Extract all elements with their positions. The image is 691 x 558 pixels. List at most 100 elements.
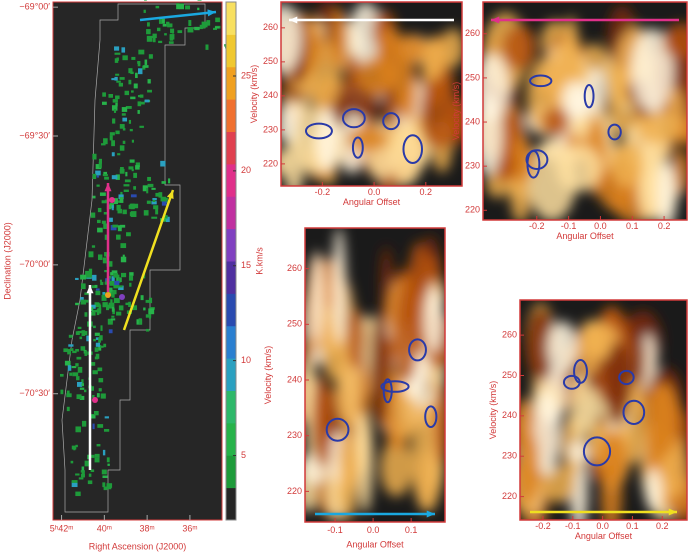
emission (155, 5, 160, 9)
emission (113, 280, 120, 286)
colorbar-step (226, 390, 236, 424)
emission (84, 350, 88, 356)
emission (60, 373, 64, 377)
emission (107, 217, 113, 222)
emission (148, 308, 155, 315)
colorbar-step (226, 131, 236, 165)
emission (71, 481, 78, 488)
emission (94, 457, 100, 463)
emission (80, 299, 87, 305)
emission (107, 287, 113, 292)
emission (117, 153, 121, 156)
emission-blob (338, 427, 358, 521)
emission (96, 393, 100, 398)
emission (144, 0, 147, 1)
emission (99, 192, 106, 196)
contour (382, 112, 400, 131)
emission-blob (441, 28, 462, 68)
pv-panel: -0.2 -0.1 0.0 0.1 0.2 220 230 240 250 260 Angular … (451, 1, 688, 241)
emission-blob (420, 77, 459, 150)
emission (118, 285, 124, 291)
emission (96, 444, 101, 447)
emission (111, 289, 117, 295)
emission-blob (631, 28, 674, 112)
pv-emission (483, 5, 687, 220)
emission (84, 331, 88, 336)
y-tick-label: 220 (263, 158, 278, 168)
emission (202, 23, 206, 29)
emission (129, 128, 133, 132)
emission (107, 463, 110, 466)
emission (152, 36, 156, 43)
y-tick-label: 240 (502, 410, 517, 420)
emission-blob (578, 320, 602, 376)
emission (73, 445, 76, 451)
emission (122, 117, 128, 122)
emission (129, 272, 134, 276)
colorbar-step (226, 325, 236, 359)
emission (64, 360, 71, 366)
x-tick-label: 0.0 (594, 221, 607, 231)
emission (101, 294, 107, 301)
emission (93, 338, 96, 342)
emission (68, 344, 74, 347)
emission (215, 17, 220, 23)
emission (84, 292, 90, 295)
contour (618, 369, 635, 386)
emission (76, 376, 80, 381)
emission (155, 192, 160, 197)
x-tick-label: -0.2 (529, 221, 545, 231)
emission (69, 372, 73, 376)
pv-image (520, 300, 687, 520)
emission (90, 307, 94, 312)
y-tick-label: 250 (502, 370, 517, 380)
contour (622, 399, 646, 426)
emission (97, 424, 104, 428)
emission (84, 389, 87, 393)
emission (75, 331, 80, 335)
emission (72, 350, 77, 354)
emission (107, 276, 112, 279)
emission (112, 99, 118, 103)
emission-blob (356, 56, 400, 95)
emission (79, 336, 83, 340)
emission (152, 198, 157, 201)
emission (111, 105, 118, 111)
colorbar-step (226, 66, 236, 100)
arrow (122, 189, 175, 331)
emission (158, 18, 163, 24)
emission (67, 365, 72, 371)
emission (147, 79, 151, 84)
emission (121, 113, 126, 116)
emission (111, 270, 118, 274)
emission (114, 46, 120, 51)
colorbar-step (226, 487, 236, 521)
emission (89, 304, 96, 309)
colorbar-label: K.km/s (254, 247, 264, 275)
emission (93, 325, 96, 329)
emission (116, 200, 120, 203)
emission (128, 275, 134, 281)
emission (117, 225, 122, 232)
emission (111, 315, 115, 318)
emission (77, 326, 82, 329)
emission (97, 207, 102, 213)
arrow-head (289, 16, 298, 24)
emission-blob (604, 341, 632, 426)
emission (70, 460, 74, 464)
emission (130, 96, 136, 100)
arrow-head (491, 16, 500, 24)
emission (112, 224, 119, 228)
emission (146, 200, 151, 204)
y-tick-label: 250 (465, 72, 480, 82)
emission (103, 428, 110, 432)
colorbar-tick-label: 5 (241, 450, 246, 460)
emission (123, 184, 130, 187)
emission (213, 27, 218, 30)
emission (103, 223, 109, 229)
colorbar-step (226, 34, 236, 68)
emission (94, 453, 100, 458)
emission (109, 280, 115, 286)
emission (78, 477, 84, 480)
emission (101, 143, 106, 146)
